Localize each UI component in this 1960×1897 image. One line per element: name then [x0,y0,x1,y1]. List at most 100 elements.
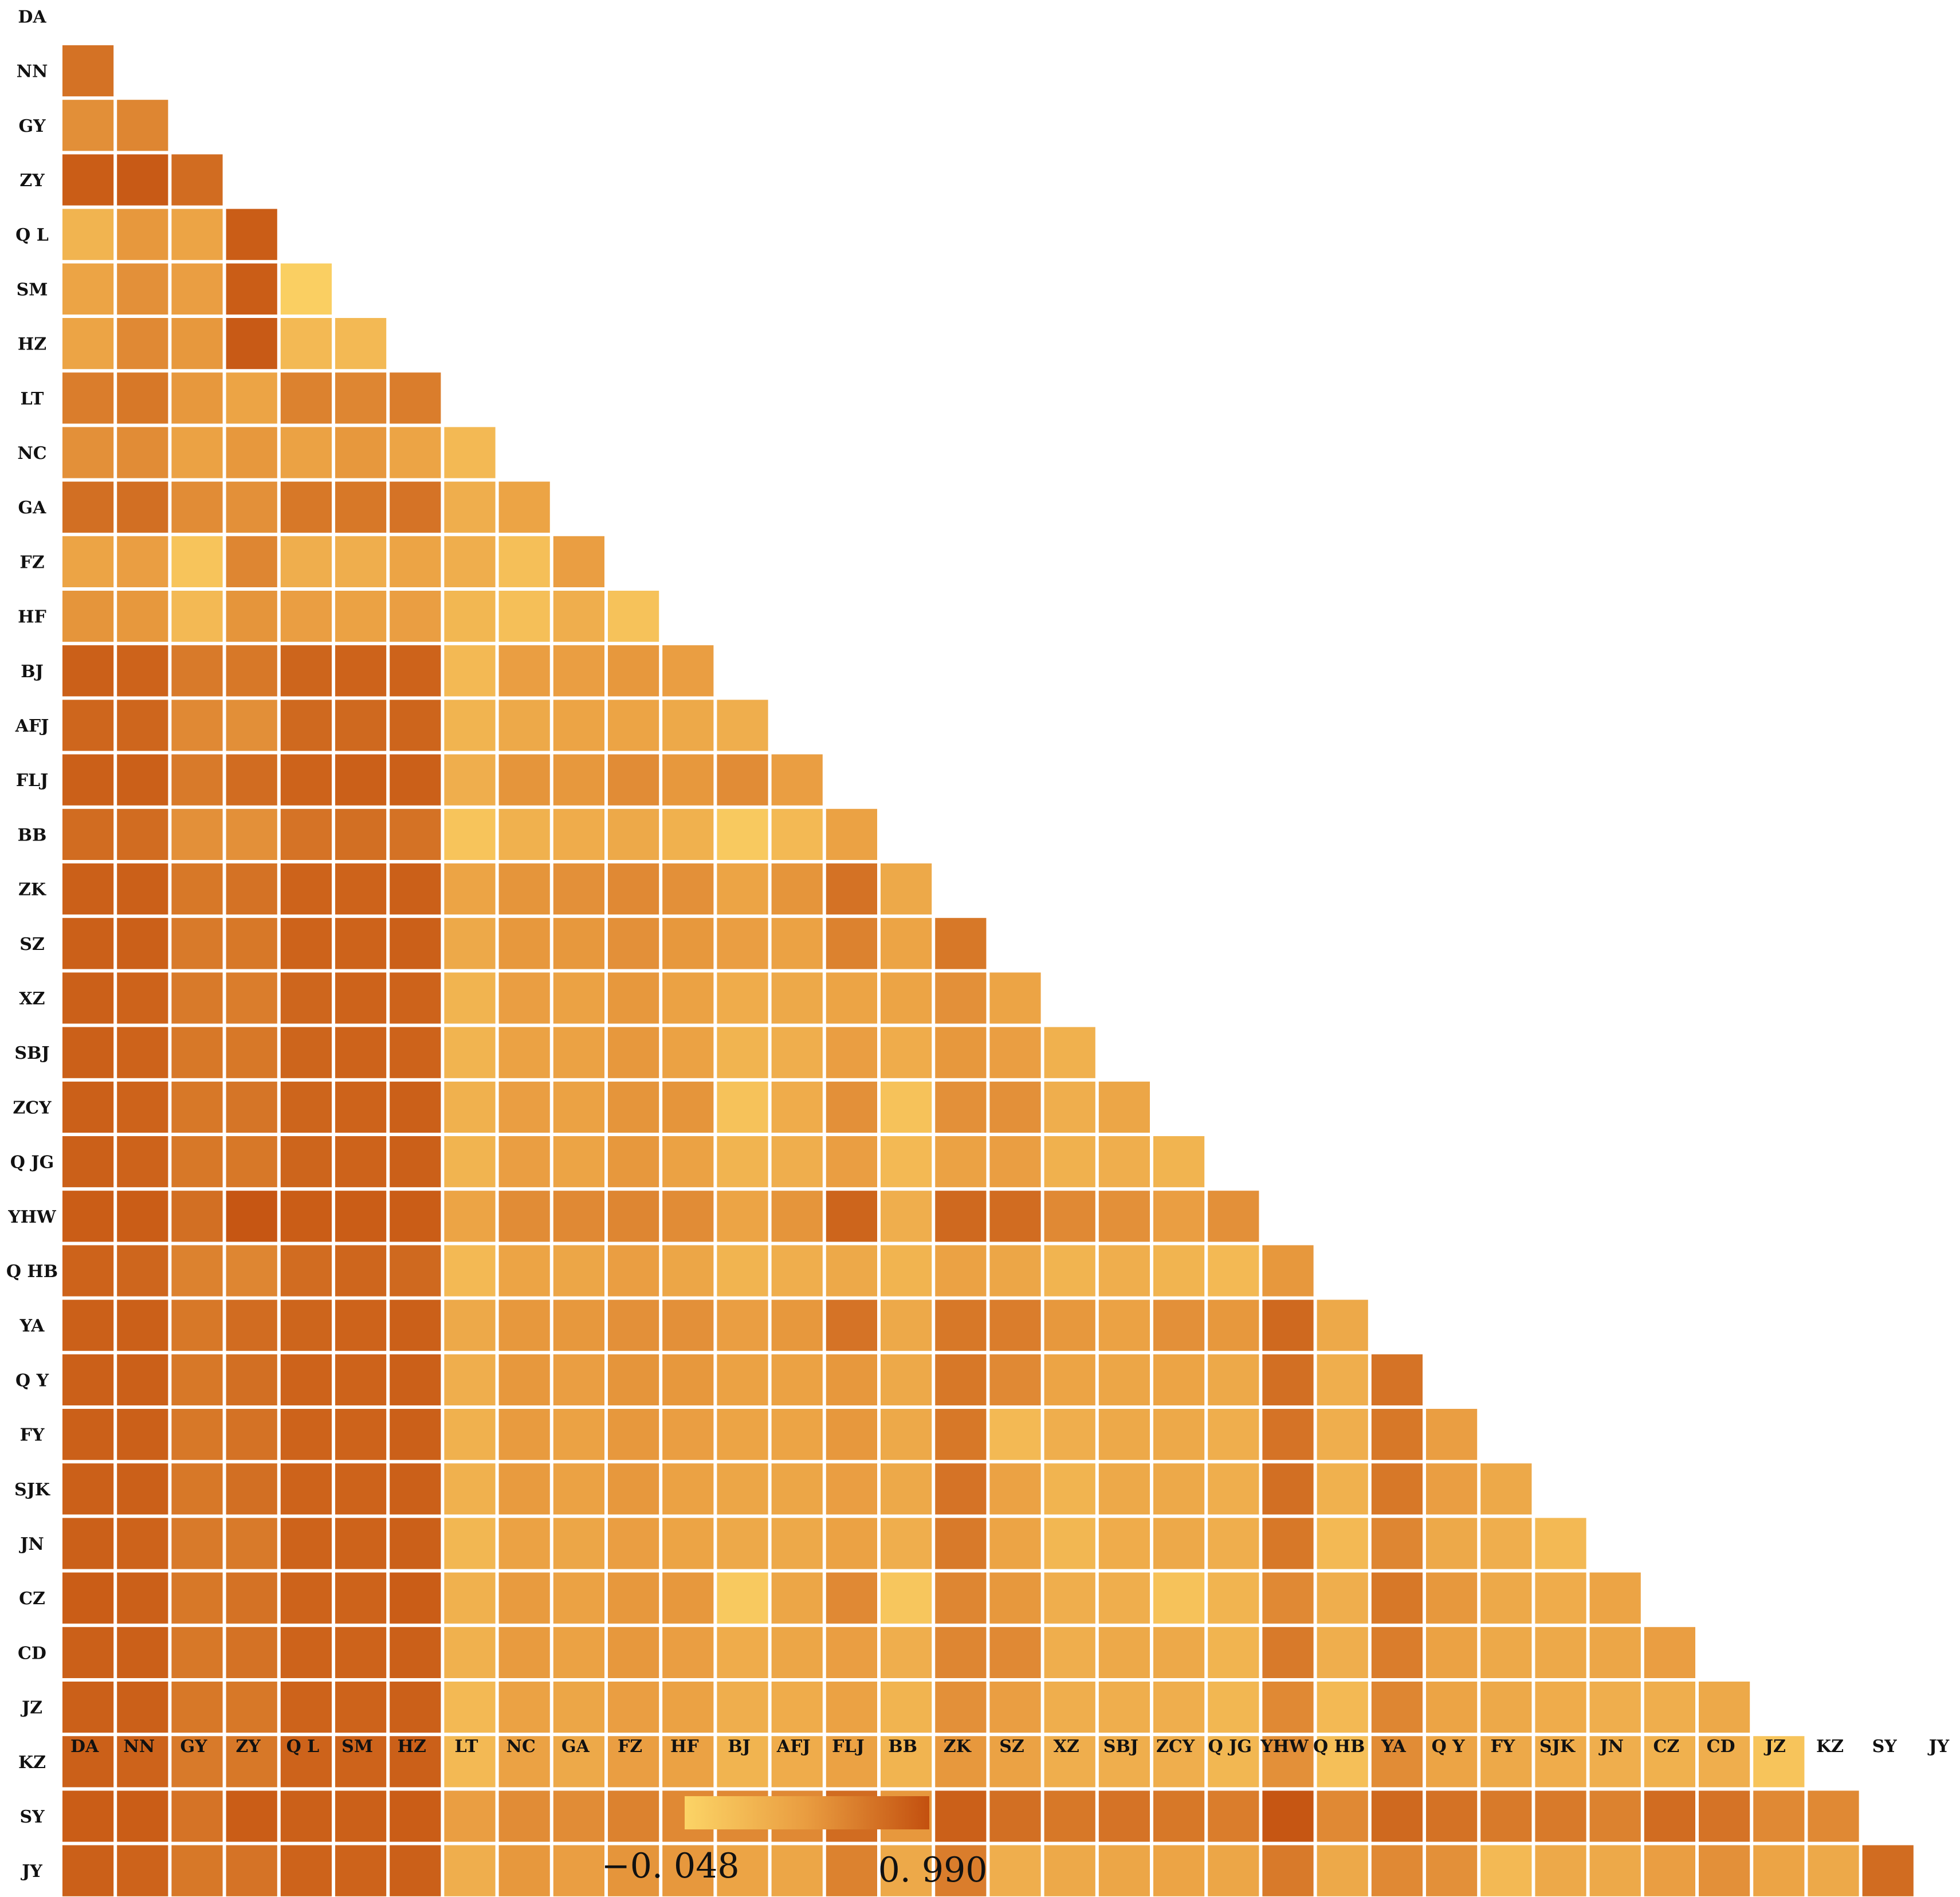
heatmap-cell [1317,1518,1368,1569]
heatmap-cell [335,481,387,533]
heatmap-cell [1208,1463,1259,1515]
heatmap-cell [1317,1409,1368,1460]
heatmap-cell [498,1736,550,1788]
heatmap-cell [1153,1191,1205,1242]
y-tick-label: LT [21,389,45,409]
heatmap-cell [62,1572,114,1624]
heatmap-cell [662,1245,714,1297]
heatmap-cell [390,1136,441,1188]
heatmap-cell [171,1627,223,1678]
heatmap-cell [662,1354,714,1405]
heatmap-cell [498,536,550,587]
x-tick-label: HF [670,1737,699,1757]
y-tick-label: SZ [19,934,45,955]
heatmap-cell [1426,1409,1478,1460]
heatmap-cell [717,1627,768,1678]
heatmap-cell [935,1736,987,1788]
heatmap-cell [117,263,168,315]
heatmap-cell [444,1081,496,1133]
heatmap-cell [1044,1518,1095,1569]
heatmap-cell [1480,1627,1532,1678]
heatmap-cell [171,1463,223,1515]
heatmap-cell [1262,1409,1314,1460]
heatmap-cell [935,1081,987,1133]
heatmap-cell [608,700,659,751]
heatmap-cell [1098,1736,1150,1788]
heatmap-cell [171,1354,223,1405]
heatmap-cell [1644,1627,1695,1678]
x-tick-label: DA [70,1737,99,1757]
heatmap-cell [226,1627,277,1678]
y-tick-label: SM [17,280,48,300]
heatmap-cell [171,918,223,969]
color-legend: −0. 048 0. 990 [601,1796,987,1890]
heatmap-cell [444,918,496,969]
heatmap-cell [771,808,823,860]
heatmap-cell [1426,1627,1478,1678]
heatmap-cell [171,536,223,587]
heatmap-cells [62,45,1914,1896]
heatmap-cell [62,1845,114,1896]
heatmap-cell [444,1572,496,1624]
x-tick-label: AFJ [776,1737,811,1757]
heatmap-cell [717,1299,768,1351]
heatmap-cell [390,863,441,915]
heatmap-cell [226,1027,277,1078]
heatmap-cell [444,1682,496,1733]
heatmap-cell [335,1518,387,1569]
heatmap-cell [826,863,877,915]
heatmap-cell [771,1299,823,1351]
heatmap-cell [62,45,114,97]
heatmap-cell [1098,1845,1150,1896]
heatmap-cell [1044,1245,1095,1297]
heatmap-cell [280,1245,332,1297]
heatmap-cell [444,1518,496,1569]
heatmap-cell [553,1790,604,1842]
heatmap-cell [826,1463,877,1515]
x-tick-label: Q L [286,1737,320,1757]
heatmap-cell [226,1518,277,1569]
heatmap-cell [1153,1136,1205,1188]
heatmap-cell [444,1463,496,1515]
heatmap-cell [444,972,496,1024]
heatmap-cell [335,863,387,915]
heatmap-cell [444,700,496,751]
heatmap-cell [117,1354,168,1405]
heatmap-cell [935,1299,987,1351]
heatmap-cell [117,1081,168,1133]
heatmap-cell [117,372,168,424]
y-tick-label: NN [17,62,48,82]
heatmap-cell [935,1518,987,1569]
heatmap-cell [1371,1518,1423,1569]
heatmap-cell [717,1463,768,1515]
heatmap-cell [444,1027,496,1078]
heatmap-cell [226,1790,277,1842]
heatmap-cell [553,1572,604,1624]
heatmap-cell [280,1191,332,1242]
heatmap-cell [608,1191,659,1242]
x-tick-label: ZY [236,1737,261,1757]
heatmap-cell [935,972,987,1024]
heatmap-cell [1208,1354,1259,1405]
heatmap-cell [280,1354,332,1405]
heatmap-cell [117,754,168,806]
heatmap-cell [717,1572,768,1624]
heatmap-cell [881,1081,932,1133]
heatmap-cell [280,591,332,642]
heatmap-cell [553,918,604,969]
heatmap-cell [1426,1572,1478,1624]
heatmap-cell [390,645,441,697]
heatmap-cell [1098,1572,1150,1624]
heatmap-cell [1098,1409,1150,1460]
heatmap-cell [498,481,550,533]
heatmap-cell [117,1518,168,1569]
heatmap-cell [62,1027,114,1078]
heatmap-cell [335,1027,387,1078]
heatmap-cell [498,1245,550,1297]
heatmap-cell [826,1572,877,1624]
heatmap-cell [226,1299,277,1351]
heatmap-cell [1753,1845,1805,1896]
heatmap-cell [226,1845,277,1896]
heatmap-cell [117,808,168,860]
heatmap-cell [826,1627,877,1678]
